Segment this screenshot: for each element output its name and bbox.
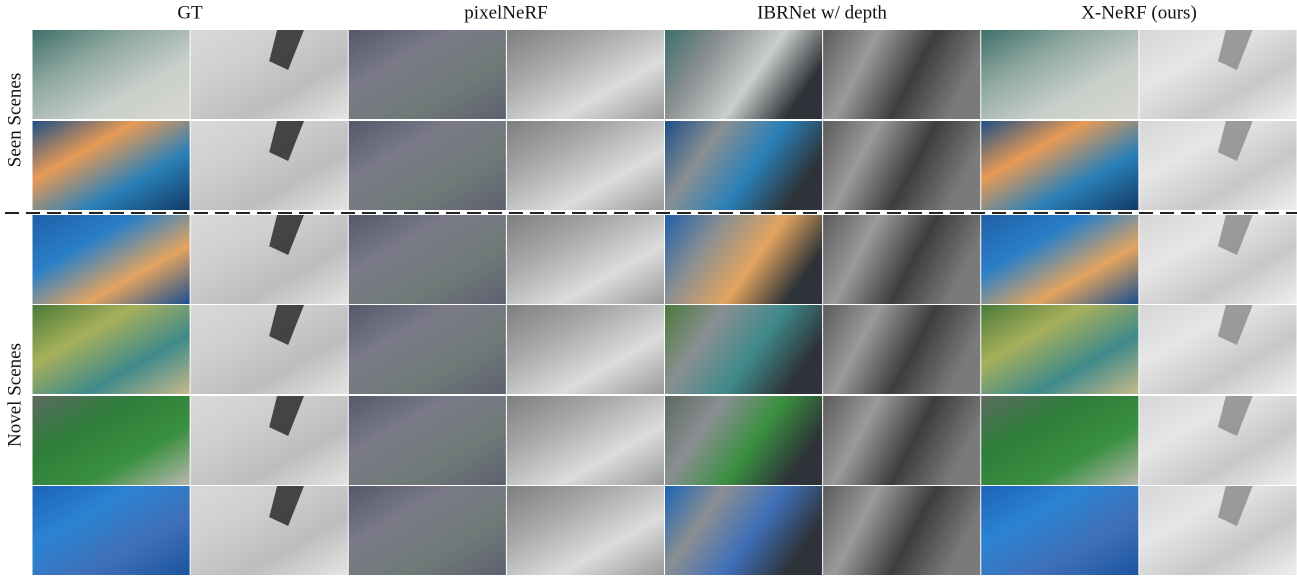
image-cell <box>33 215 190 304</box>
image-cell <box>349 30 506 119</box>
image-cell <box>823 121 980 210</box>
image-cell <box>507 215 664 304</box>
row-group-label: Seen Scenes <box>4 73 25 167</box>
image-cell <box>191 121 348 210</box>
image-cell <box>823 396 980 485</box>
image-cell <box>1139 30 1296 119</box>
image-cell <box>191 486 348 575</box>
image-cell <box>349 486 506 575</box>
image-cell <box>823 486 980 575</box>
image-cell <box>349 215 506 304</box>
image-cell <box>1139 486 1296 575</box>
image-cell <box>981 486 1138 575</box>
image-cell <box>507 121 664 210</box>
image-cell <box>33 305 190 394</box>
image-cell <box>1139 121 1296 210</box>
column-header: pixelNeRF <box>464 2 547 23</box>
image-grid <box>33 30 1297 575</box>
image-cell <box>981 305 1138 394</box>
page: {"columns": ["GT", "pixelNeRF", "IBRNet … <box>0 0 1297 575</box>
image-cell <box>349 121 506 210</box>
image-cell <box>33 486 190 575</box>
image-cell <box>981 396 1138 485</box>
image-cell <box>191 396 348 485</box>
image-cell <box>981 121 1138 210</box>
image-cell <box>981 30 1138 119</box>
column-header: IBRNet w/ depth <box>757 2 887 23</box>
column-header: X-NeRF (ours) <box>1081 2 1197 23</box>
image-cell <box>823 30 980 119</box>
image-cell <box>507 305 664 394</box>
image-cell <box>33 30 190 119</box>
image-cell <box>1139 396 1296 485</box>
image-cell <box>665 121 822 210</box>
image-cell <box>665 30 822 119</box>
image-cell <box>823 215 980 304</box>
image-cell <box>33 121 190 210</box>
image-cell <box>665 215 822 304</box>
image-cell <box>665 486 822 575</box>
image-cell <box>665 396 822 485</box>
column-header: GT <box>177 2 203 23</box>
image-cell <box>191 305 348 394</box>
image-cell <box>191 30 348 119</box>
image-cell <box>349 396 506 485</box>
image-cell <box>507 30 664 119</box>
image-cell <box>507 486 664 575</box>
image-cell <box>33 396 190 485</box>
image-cell <box>507 396 664 485</box>
image-cell <box>1139 215 1296 304</box>
image-cell <box>823 305 980 394</box>
figure: GT pixelNeRF IBRNet w/ depth X-NeRF (our… <box>0 0 1297 575</box>
image-cell <box>191 215 348 304</box>
image-cell <box>665 305 822 394</box>
image-cell <box>349 305 506 394</box>
row-group-label: Novel Scenes <box>4 343 25 447</box>
image-cell <box>1139 305 1296 394</box>
image-cell <box>981 215 1138 304</box>
